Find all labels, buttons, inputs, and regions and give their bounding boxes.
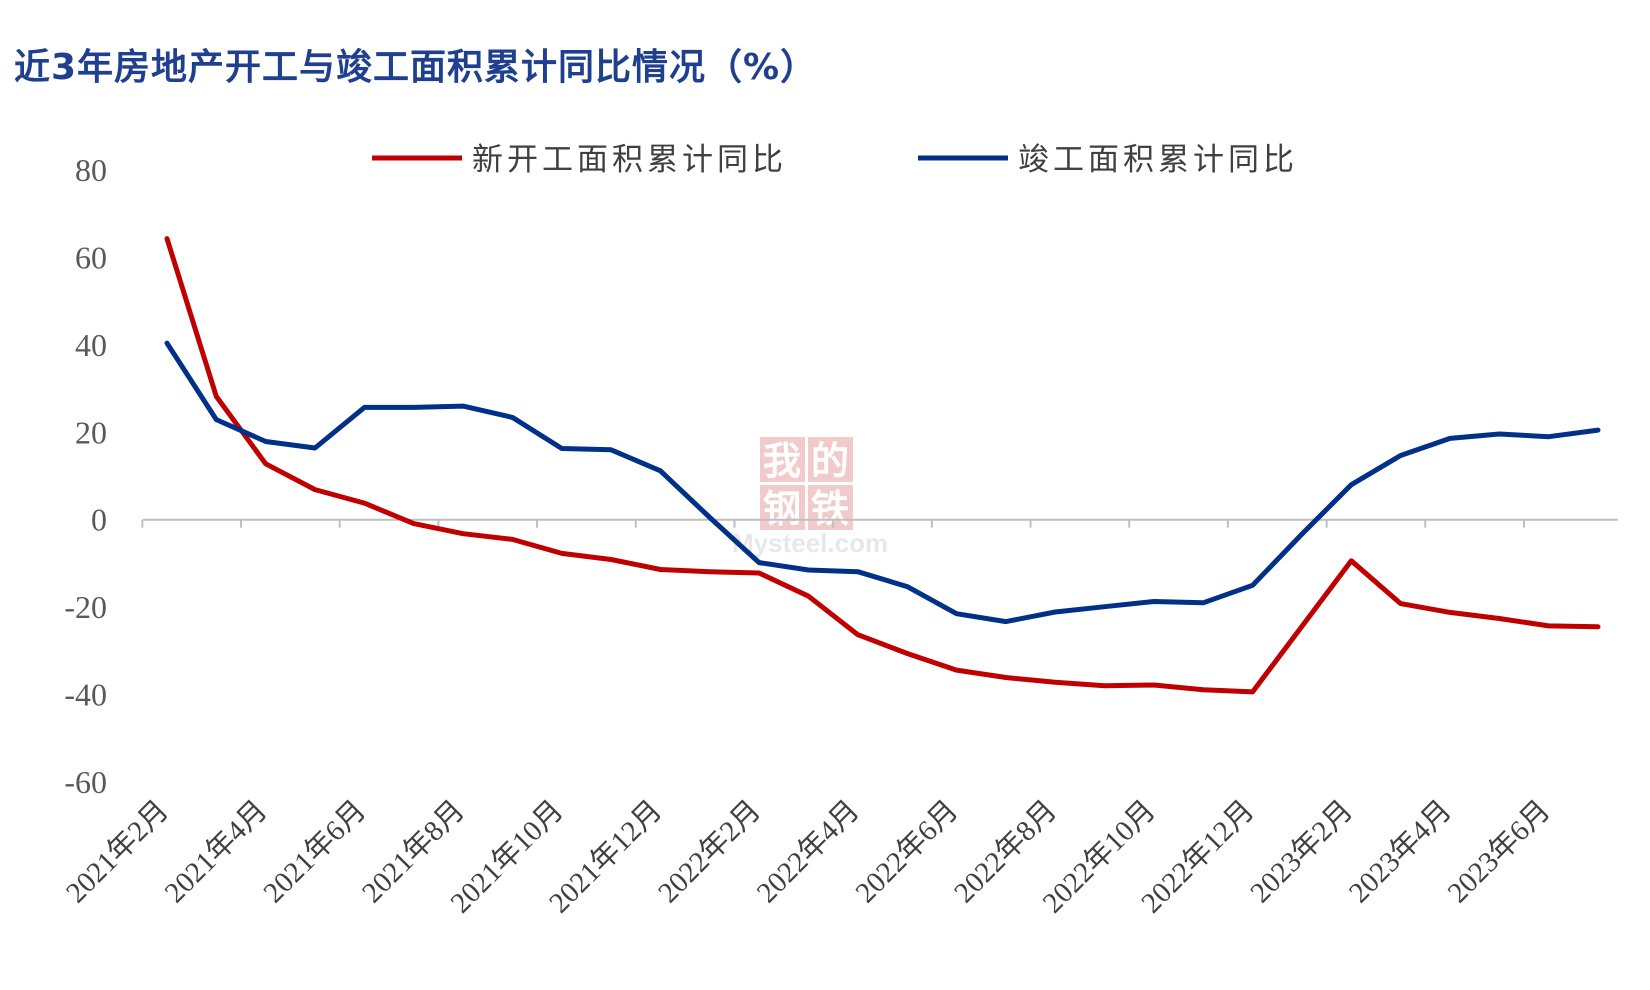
legend-label-completions: 竣工面积累计同比 (1018, 142, 1298, 178)
series-lines (164, 236, 1601, 695)
x-tick-label: 2022年2月 (651, 794, 767, 910)
y-tick-label: 60 (75, 239, 107, 275)
watermark-text: Mysteel.com (732, 528, 888, 558)
x-tick-label: 2021年6月 (257, 794, 373, 910)
watermark-tile (808, 437, 853, 482)
y-tick-label: 20 (75, 414, 107, 450)
x-tick-label: 2023年4月 (1342, 794, 1458, 910)
watermark-tile (808, 485, 853, 530)
series-line-new-starts (164, 236, 1601, 695)
x-tick-label: 2022年6月 (849, 794, 965, 910)
chart-title: 近3年房地产开工与竣工面积累计同比情况（%） (14, 47, 818, 88)
y-tick-label: 0 (91, 502, 107, 538)
watermark-char: 我 (763, 439, 801, 483)
y-tick-label: 40 (75, 327, 107, 363)
y-axis: 80 60 40 20 0 -20 -40 -60 (64, 152, 107, 800)
series-line-completions (164, 340, 1601, 625)
watermark-char: 的 (811, 439, 849, 483)
x-axis: 2021年2月2021年4月2021年6月2021年8月2021年10月2021… (59, 794, 1556, 920)
x-tick-label: 2021年4月 (158, 794, 274, 910)
legend: 新开工面积累计同比 竣工面积累计同比 (372, 142, 1298, 178)
y-tick-label: 80 (75, 152, 107, 188)
x-tick-label: 2023年2月 (1244, 794, 1360, 910)
x-tick-label: 2021年2月 (59, 794, 175, 910)
axes (141, 518, 1618, 528)
watermark-char: 铁 (811, 487, 849, 531)
watermark-logo: 我 的 钢 铁 Mysteel.com (732, 437, 888, 558)
x-tick-label: 2023年6月 (1441, 794, 1557, 910)
y-tick-label: -20 (64, 589, 107, 625)
watermark-tile (760, 437, 805, 482)
watermark-tile (760, 485, 805, 530)
legend-label-new-starts: 新开工面积累计同比 (472, 142, 787, 178)
watermark-char: 钢 (763, 487, 801, 531)
y-tick-label: -40 (64, 677, 107, 713)
y-tick-label: -60 (64, 764, 107, 800)
x-tick-label: 2022年4月 (750, 794, 866, 910)
